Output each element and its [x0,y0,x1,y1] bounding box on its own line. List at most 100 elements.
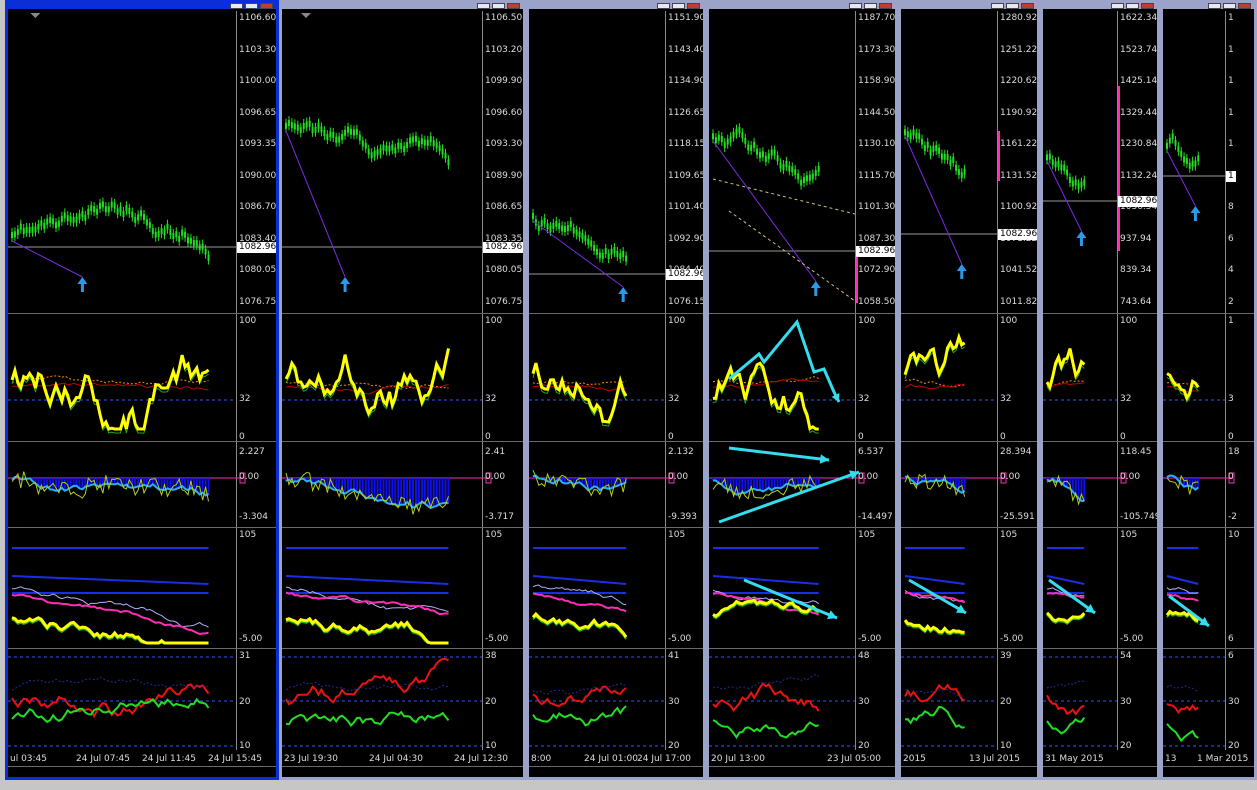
bands-pane-plot-area[interactable] [529,528,666,648]
adx-pane[interactable]: 3920105201513 Jul 2015 [901,649,1037,767]
window-maximize-button[interactable] [1223,3,1236,9]
stochastic-pane-plot-area[interactable] [529,314,666,441]
window-minimize-button[interactable] [230,3,243,9]
window-titlebar[interactable] [8,3,276,9]
bands-pane-plot-area[interactable] [901,528,998,648]
price-pane-plot-area[interactable] [709,11,856,313]
window-close-button[interactable] [1021,3,1034,9]
adx-pane-plot-area[interactable] [1163,649,1226,766]
bands-pane-plot-area[interactable] [1043,528,1118,648]
stochastic-pane[interactable]: 100 32 0 [282,314,523,442]
macd-pane[interactable]: 28.394 0.00 -25.591 [901,442,1037,528]
chart-window-d[interactable]: D1280.921251.221220.621190.921161.221131… [898,0,1040,780]
chart-window-mn[interactable]: MN11111986421130180-21066302010131 Mar 2… [1160,0,1257,780]
adx-pane-plot-area[interactable] [1043,649,1118,766]
stochastic-pane[interactable]: 100 32 0 [529,314,703,442]
stochastic-pane-plot-area[interactable] [901,314,998,441]
window-minimize-button[interactable] [991,3,1004,9]
price-pane[interactable]: 11111986421 [1163,11,1254,314]
window-close-button[interactable] [687,3,700,9]
window-titlebar[interactable] [901,3,1037,9]
window-titlebar[interactable] [529,3,703,9]
window-close-button[interactable] [1238,3,1251,9]
macd-pane[interactable]: 2.41 0.00 -3.717 [282,442,523,528]
bands-pane-plot-area[interactable] [282,528,483,648]
bands-pane[interactable]: 10 6 [1163,528,1254,649]
adx-pane-plot-area[interactable] [282,649,483,766]
stochastic-pane-plot-area[interactable] [282,314,483,441]
price-pane-plot-area[interactable] [529,11,666,313]
stochastic-pane-plot-area[interactable] [1043,314,1118,441]
window-close-button[interactable] [1141,3,1154,9]
chart-window-m15[interactable]: M151106.601103.301100.001096.651093.3510… [5,0,279,780]
adx-pane-plot-area[interactable] [709,649,856,766]
price-pane[interactable]: 1106.50 1103.20 1099.90 1096.60 1093.30 1089.… [282,11,523,314]
window-close-button[interactable] [879,3,892,9]
window-titlebar[interactable] [282,3,523,9]
price-pane[interactable]: 1106.60 1103.30 1100.00 1096.65 1093.35 1090.… [8,11,276,314]
chart-window-w[interactable]: W1622.341523.741425.141329.441230.841132… [1040,0,1160,780]
window-minimize-button[interactable] [657,3,670,9]
stochastic-pane-plot-area[interactable] [8,314,237,441]
bands-pane-plot-area[interactable] [1163,528,1226,648]
macd-pane[interactable]: 2.132 0.00 -9.393 [529,442,703,528]
stochastic-pane[interactable]: 100 32 0 [8,314,276,442]
bands-pane[interactable]: 105 -5.00 [529,528,703,649]
macd-pane-plot-area[interactable] [8,442,237,527]
bands-pane-plot-area[interactable] [8,528,237,648]
stochastic-pane[interactable]: 100 32 0 [1043,314,1157,442]
window-minimize-button[interactable] [1111,3,1124,9]
stochastic-pane[interactable]: 100 32 0 [709,314,895,442]
window-maximize-button[interactable] [1006,3,1019,9]
macd-pane[interactable]: 6.537 0.00 -14.497 [709,442,895,528]
bands-pane[interactable]: 105 -5.00 [282,528,523,649]
macd-pane[interactable]: 2.227 0.00 -3.304 [8,442,276,528]
macd-pane[interactable]: 18 0 -2 [1163,442,1254,528]
macd-pane-plot-area[interactable] [709,442,856,527]
macd-pane-plot-area[interactable] [529,442,666,527]
macd-pane[interactable]: 118.45 0.00 -105.749 [1043,442,1157,528]
adx-pane-plot-area[interactable] [8,649,237,766]
macd-pane-plot-area[interactable] [1163,442,1226,527]
window-titlebar[interactable] [1043,3,1157,9]
bands-pane[interactable]: 105 -5.00 [901,528,1037,649]
bands-pane[interactable]: 105 -5.00 [709,528,895,649]
stochastic-pane[interactable]: 100 32 0 [901,314,1037,442]
stochastic-pane-plot-area[interactable] [709,314,856,441]
stochastic-pane[interactable]: 1 3 0 [1163,314,1254,442]
adx-pane[interactable]: 6302010131 Mar 2015 [1163,649,1254,767]
window-titlebar[interactable] [709,3,895,9]
bands-pane-plot-area[interactable] [709,528,856,648]
macd-pane-plot-area[interactable] [282,442,483,527]
price-pane[interactable]: 1280.92 1251.22 1220.62 1190.92 1161.22 1131.… [901,11,1037,314]
adx-pane-plot-area[interactable] [901,649,998,766]
chart-window-m30[interactable]: M301106.501103.201099.901096.601093.3010… [279,0,526,780]
bands-pane[interactable]: 105 -5.00 [1043,528,1157,649]
adx-pane-plot-area[interactable] [529,649,666,766]
bands-pane[interactable]: 105 -5.00 [8,528,276,649]
price-pane-plot-area[interactable] [1163,11,1226,313]
chart-window-h4[interactable]: H41187.701173.301158.901144.501130.10111… [706,0,898,780]
window-maximize-button[interactable] [245,3,258,9]
window-close-button[interactable] [260,3,273,9]
price-pane-plot-area[interactable] [901,11,998,313]
price-pane-plot-area[interactable] [282,11,483,313]
window-maximize-button[interactable] [492,3,505,9]
price-pane-plot-area[interactable] [1043,11,1118,313]
window-close-button[interactable] [507,3,520,9]
adx-pane[interactable]: 543020531 May 2015 [1043,649,1157,767]
price-pane[interactable]: 1622.34 1523.74 1425.14 1329.44 1230.84 1132.… [1043,11,1157,314]
macd-pane-plot-area[interactable] [901,442,998,527]
chart-window-h1[interactable]: H11151.901143.401134.901126.651118.15110… [526,0,706,780]
window-maximize-button[interactable] [672,3,685,9]
price-pane-plot-area[interactable] [8,11,237,313]
window-minimize-button[interactable] [477,3,490,9]
macd-pane-plot-area[interactable] [1043,442,1118,527]
window-maximize-button[interactable] [1126,3,1139,9]
price-pane[interactable]: 1151.90 1143.40 1134.90 1126.65 1118.15 1109.… [529,11,703,314]
window-minimize-button[interactable] [1208,3,1221,9]
